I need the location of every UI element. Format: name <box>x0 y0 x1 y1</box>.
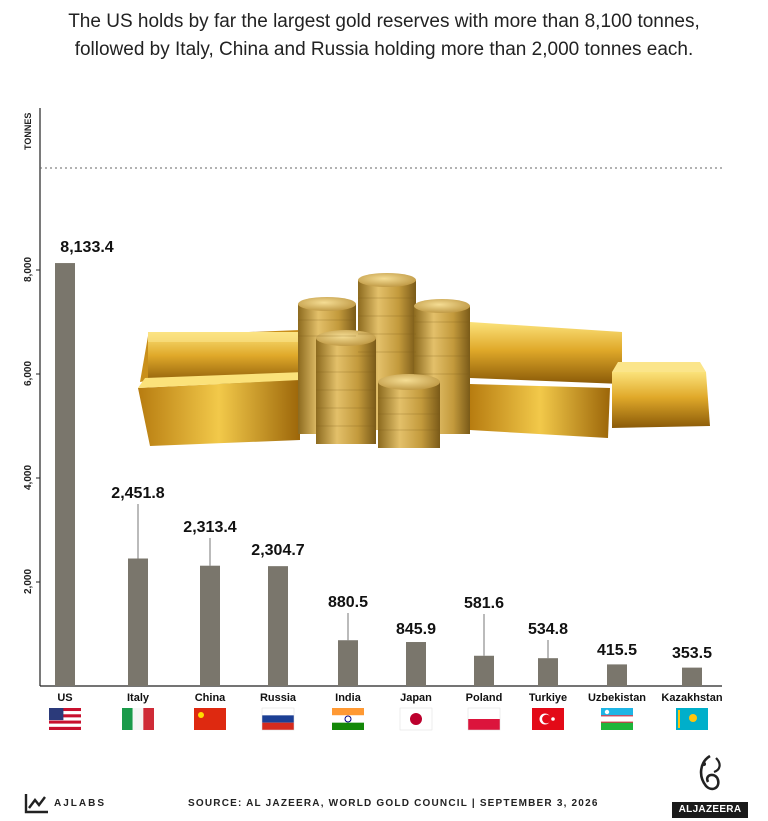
value-label: 2,304.7 <box>251 542 304 559</box>
chart-title-line-2: followed by Italy, China and Russia hold… <box>74 39 694 60</box>
value-label: 845.9 <box>396 621 436 638</box>
ajlabs-logo: AJLABS <box>24 792 106 814</box>
china-flag-icon <box>194 708 226 730</box>
y-tick-label: 8,000 <box>23 257 34 282</box>
y-tick-label: 2,000 <box>23 569 34 594</box>
bar-japan <box>406 642 426 686</box>
bars-layer: 8,133.4 US 2,451.8 Italy 2,313.4 China 2,304.7… <box>55 239 723 704</box>
us-flag-icon <box>49 708 81 730</box>
category-label: Kazakhstan <box>661 692 722 704</box>
bar-china <box>200 565 220 686</box>
japan-flag-icon <box>399 707 433 731</box>
chart-title: The US holds by far the largest gold res… <box>0 8 768 64</box>
kazakhstan-flag-icon <box>676 708 708 730</box>
turkiye-flag-icon <box>532 708 564 730</box>
uzbekistan-flag-icon <box>601 708 633 730</box>
value-label: 2,313.4 <box>183 519 236 536</box>
footer-source: SOURCE: AL JAZEERA, WORLD GOLD COUNCIL |… <box>188 798 599 809</box>
flags-layer <box>49 707 708 731</box>
y-tick-label: 4,000 <box>23 465 34 490</box>
bar-russia <box>268 566 288 686</box>
aljazeera-logo: ALJAZEERA <box>672 752 748 818</box>
category-label: Turkiye <box>529 692 567 704</box>
category-label: Poland <box>466 692 503 704</box>
bar-kazakhstan <box>682 667 702 686</box>
category-label: Japan <box>400 692 432 704</box>
bar-uzbekistan <box>607 664 627 686</box>
bar-turkiye <box>538 658 558 686</box>
italy-flag-icon <box>122 708 154 730</box>
value-label: 8,133.4 <box>60 239 113 256</box>
category-label: US <box>57 692 72 704</box>
india-flag-icon <box>332 708 364 730</box>
value-label: 880.5 <box>328 594 368 611</box>
category-label: China <box>195 692 226 704</box>
ajlabs-text: AJLABS <box>54 797 107 809</box>
chart-title-line-1: The US holds by far the largest gold res… <box>68 11 700 32</box>
category-label: Russia <box>260 692 297 704</box>
y-tick-label: 6,000 <box>23 361 34 386</box>
category-label: India <box>335 692 362 704</box>
ajlabs-logo-icon <box>24 794 48 814</box>
bar-india <box>338 640 358 686</box>
category-label: Italy <box>127 692 150 704</box>
aljazeera-logo-icon <box>699 754 721 791</box>
value-label: 2,451.8 <box>111 485 164 502</box>
aljazeera-wordmark: ALJAZEERA <box>672 802 748 818</box>
category-label: Uzbekistan <box>588 692 646 704</box>
bar-poland <box>474 655 494 686</box>
gold-bars-and-coins-illustration <box>138 273 710 448</box>
y-axis-label: TONNES <box>23 113 33 150</box>
value-label: 581.6 <box>464 595 504 612</box>
bar-italy <box>128 558 148 686</box>
value-label: 415.5 <box>597 642 637 659</box>
bar-us <box>55 263 75 686</box>
value-label: 534.8 <box>528 621 568 638</box>
poland-flag-icon <box>467 707 501 731</box>
value-label: 353.5 <box>672 645 712 662</box>
russia-flag-icon <box>261 707 295 731</box>
